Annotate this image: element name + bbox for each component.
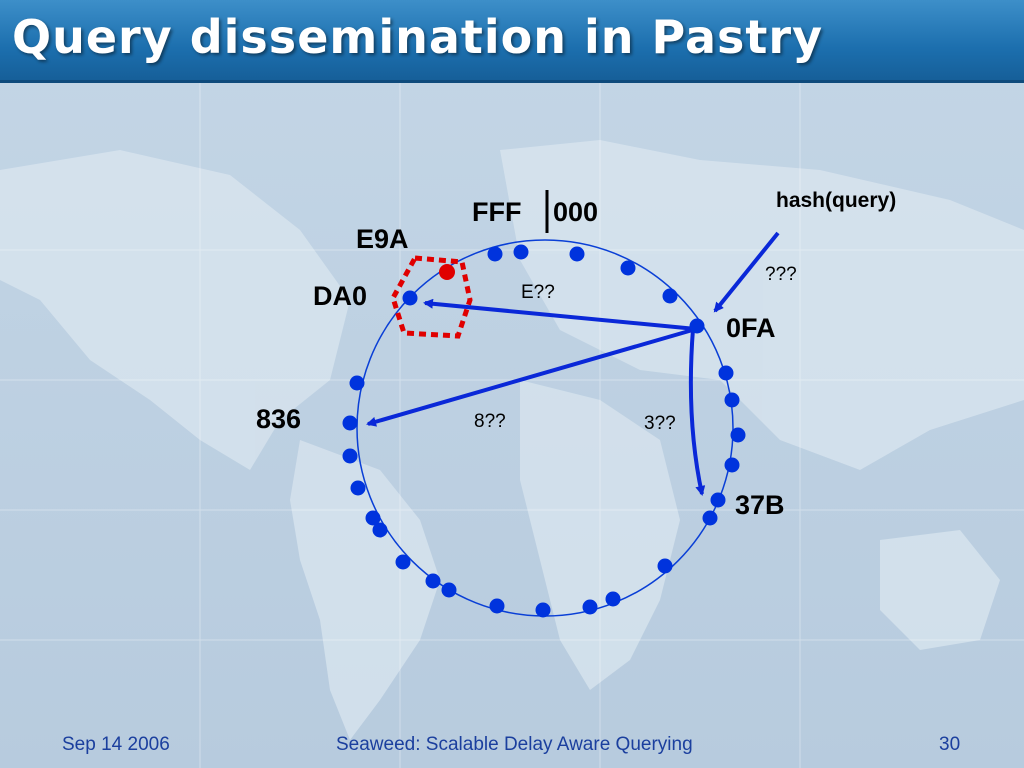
label-000: 000 — [553, 197, 599, 227]
slide-title: Query dissemination in Pastry — [12, 10, 824, 64]
ring-node — [620, 260, 636, 276]
label-fff: FFF — [472, 197, 522, 227]
ring-node — [724, 457, 740, 473]
hash-arrow — [713, 231, 780, 313]
label-prefix-3: 3?? — [644, 413, 676, 434]
ring-node — [730, 427, 746, 443]
ring-node — [395, 554, 411, 570]
label-prefix-e: E?? — [521, 282, 555, 303]
ring-node — [718, 365, 734, 381]
label-prefix-8: 8?? — [474, 411, 506, 432]
label-37b: 37B — [735, 490, 785, 520]
arrow-to-836 — [366, 327, 697, 427]
label-836: 836 — [256, 404, 302, 434]
label-unknown-prefix: ??? — [765, 264, 797, 285]
arrow-to-da0 — [423, 298, 697, 331]
ring-node-da0 — [402, 290, 418, 306]
label-hash-query: hash(query) — [776, 189, 897, 212]
ring-node — [513, 244, 529, 260]
footer-date: Sep 14 2006 — [62, 734, 170, 755]
ring-node — [605, 591, 621, 607]
ring-node — [724, 392, 740, 408]
ring-node — [569, 246, 585, 262]
label-0fa: 0FA — [726, 313, 776, 343]
arrow-to-37b — [688, 328, 706, 496]
ring-node-836 — [342, 415, 358, 431]
label-e9a: E9A — [356, 224, 409, 254]
ring-node-e9a — [439, 264, 455, 280]
ring-node — [535, 602, 551, 618]
ring-node — [702, 510, 718, 526]
ring-node-37b — [710, 492, 726, 508]
ring-node — [657, 558, 673, 574]
ring-node — [489, 598, 505, 614]
ring-node-0fa — [689, 318, 705, 334]
ring-node — [342, 448, 358, 464]
ring-node — [487, 246, 503, 262]
label-da0: DA0 — [313, 281, 368, 311]
ring-node — [349, 375, 365, 391]
ring-node — [350, 480, 366, 496]
ring-node — [372, 522, 388, 538]
title-bar: Query dissemination in Pastry — [0, 0, 1024, 83]
footer-page-number: 30 — [939, 734, 961, 755]
highlight-region — [390, 255, 473, 339]
ring-node — [365, 510, 381, 526]
ring-node — [582, 599, 598, 615]
footer-title: Seaweed: Scalable Delay Aware Querying — [336, 734, 693, 755]
ring-node — [662, 288, 678, 304]
ring-node — [425, 573, 441, 589]
ring-node — [441, 582, 457, 598]
